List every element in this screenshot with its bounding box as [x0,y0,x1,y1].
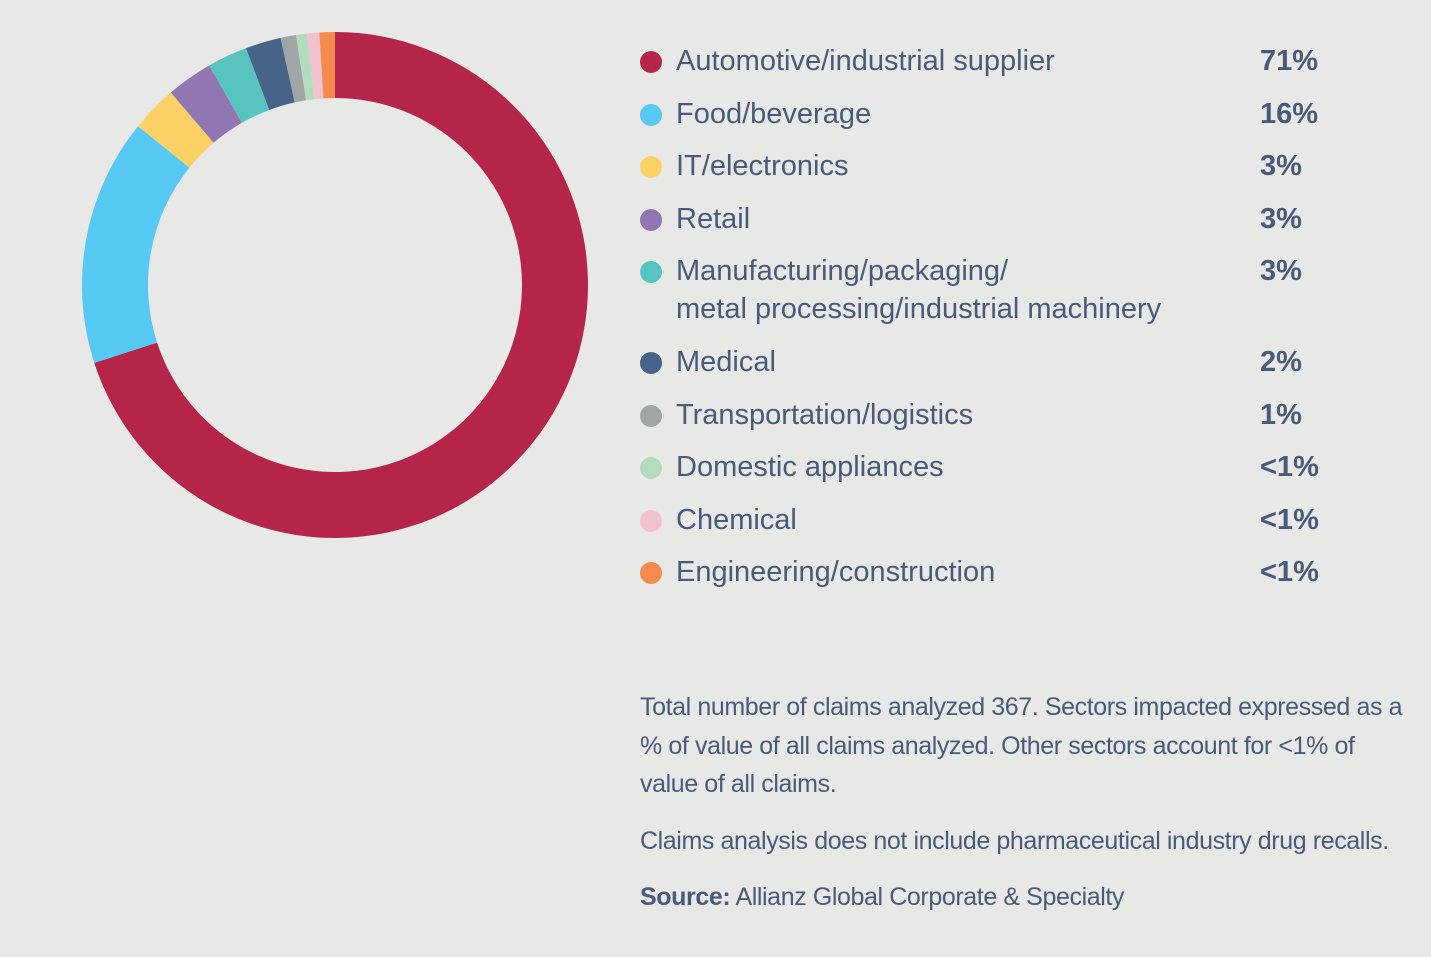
legend-label: Food/beverage [676,97,872,130]
legend-swatch [640,404,662,427]
source-label: Source: [640,883,731,911]
legend-value: 3% [1260,202,1302,235]
legend-swatch [640,457,662,479]
legend-label: IT/electronics [676,150,849,182]
legend-value: 3% [1260,150,1302,182]
donut-chart [81,32,588,538]
legend-swatch [640,352,662,374]
donut-slice-domestic-appliances [295,33,315,101]
donut-slice-transportation-logistics [280,35,307,103]
donut-slice-chemical [306,32,324,100]
donut-slice-medical [246,37,295,110]
legend-item-domestic-appliances: Domestic appliances <1% [638,448,1338,488]
legend-swatch [640,103,662,126]
legend-swatch [640,208,662,231]
legend-item-automotive-industrial-supplier: Automotive/industrial supplier 71% [638,42,1338,82]
donut-slice-engineering-construction [319,32,335,99]
donut-slice-food-beverage [81,126,190,363]
donut-slice-it-electronics [138,92,214,168]
legend-value: <1% [1260,556,1319,588]
legend-item-retail: Retail 3% [638,200,1338,240]
legend-item-engineering-construction: Engineering/construction <1% [638,553,1338,593]
legend-label: Medical [676,346,776,378]
legend-swatch [640,51,662,73]
legend-label: Transportation/logistics [676,398,974,431]
legend-label: Manufacturing/packaging/ metal processin… [676,255,1162,325]
legend-value: <1% [1260,503,1319,536]
legend-value: <1% [1260,451,1319,483]
source-value: Allianz Global Corporate & Specialty [730,883,1125,911]
legend-value: 3% [1260,255,1302,287]
legend-label: Chemical [676,503,797,536]
notes-claims-total: Total number of claims analyzed 367. Sec… [640,693,1403,798]
donut-slice-manufacturing-packaging [209,48,270,123]
legend-label: Domestic appliances [676,451,944,483]
legend-item-transportation-logistics: Transportation/logistics 1% [638,396,1338,436]
legend-item-chemical: Chemical <1% [638,501,1338,541]
legend-swatch [640,562,662,584]
legend-value: 71% [1260,45,1319,77]
legend-label: Retail [676,202,751,235]
legend-item-it-electronics: IT/electronics 3% [638,147,1338,187]
donut-slice-retail [170,65,243,143]
legend-item-food-beverage: Food/beverage 16% [638,95,1338,135]
legend-item-manufacturing-packaging: Manufacturing/packaging/ metal processin… [638,252,1338,328]
legend-swatch [640,156,662,178]
legend-value: 2% [1260,346,1302,378]
chart-legend: Automotive/industrial supplier 71% Food/be… [638,42,1338,606]
legend-swatch [640,509,662,532]
notes-source: Source: Allianz Global Corporate & Speci… [640,878,1410,917]
legend-value: 16% [1260,97,1319,130]
notes-exclusion: Claims analysis does not include pharmac… [640,826,1389,855]
legend-item-medical: Medical 2% [638,343,1338,383]
legend-label: Automotive/industrial supplier [676,45,1055,77]
legend-value: 1% [1260,398,1302,431]
legend-label: Engineering/construction [676,556,996,588]
chart-notes: Total number of claims analyzed 367. Sec… [640,688,1410,935]
legend-swatch [640,261,662,283]
